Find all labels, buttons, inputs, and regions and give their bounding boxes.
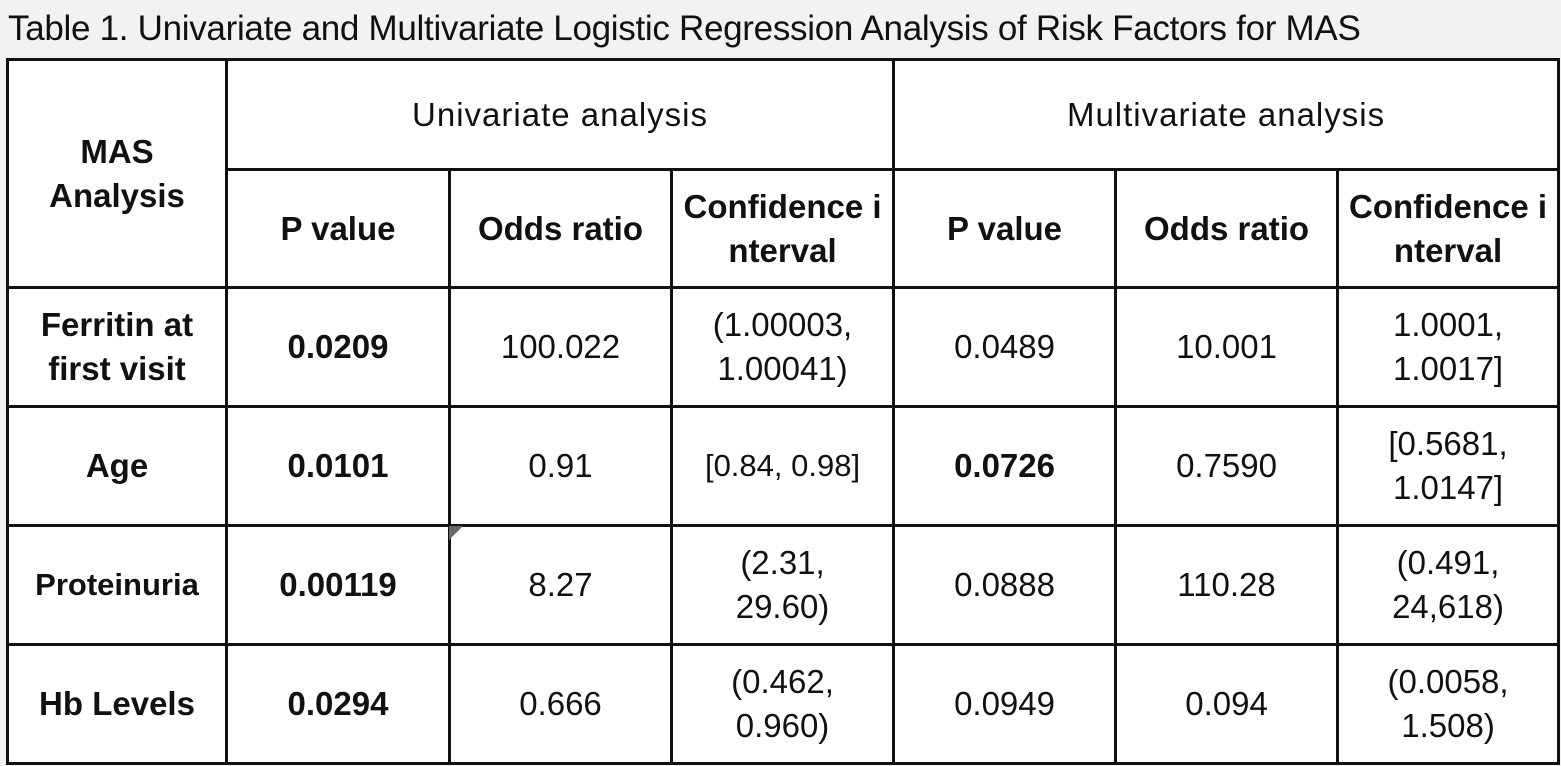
uni-pvalue-cell: 0.00119: [225, 524, 451, 646]
uni-pvalue-cell: 0.0101: [225, 405, 451, 527]
multi-ci-cell: [0.5681, 1.0147]: [1336, 405, 1561, 527]
row-label: Ferritin at first visit: [6, 286, 228, 408]
multi-pvalue-cell: 0.0489: [892, 286, 1118, 408]
multi-oddsratio-cell: 0.094: [1114, 643, 1340, 765]
row-label: Proteinuria: [6, 524, 228, 646]
table-row: Hb Levels 0.0294 0.666 (0.462, 0.960) 0.…: [6, 643, 1561, 765]
table-row: Age 0.0101 0.91 [0.84, 0.98] 0.0726 0.75…: [6, 405, 1561, 527]
uni-pvalue-header: P value: [225, 168, 451, 289]
uni-ci-cell: (2.31, 29.60): [669, 524, 896, 646]
uni-ci-header: Confidence interval: [669, 168, 896, 289]
multi-pvalue-header: P value: [892, 168, 1118, 289]
uni-oddsratio-header: Odds ratio: [448, 168, 673, 289]
uni-pvalue-cell: 0.0209: [225, 286, 451, 408]
header-group-row: MAS Analysis Univariate analysis Multiva…: [6, 58, 1561, 289]
multi-ci-cell: (0.0058, 1.508): [1336, 643, 1561, 765]
multi-ci-cell: (0.491, 24,618): [1336, 524, 1561, 646]
header-sub-row: P value Odds ratio Confidence interval P…: [8, 168, 1561, 289]
uni-oddsratio-cell: 0.91: [448, 405, 673, 527]
uni-ci-cell: (1.00003, 1.00041): [669, 286, 896, 408]
row-label: Age: [6, 405, 228, 527]
multi-oddsratio-cell: 0.7590: [1114, 405, 1340, 527]
uni-oddsratio-cell: 8.27: [448, 524, 673, 646]
multivariate-header: Multivariate analysis: [892, 58, 1561, 171]
univariate-header: Univariate analysis: [224, 58, 896, 171]
table-row: Ferritin at first visit 0.0209 100.022 (…: [6, 286, 1561, 408]
uni-oddsratio-cell: 0.666: [448, 643, 673, 765]
uni-pvalue-cell: 0.0294: [225, 643, 451, 765]
uni-ci-cell: (0.462, 0.960): [669, 643, 896, 765]
multi-pvalue-cell: 0.0949: [892, 643, 1118, 765]
row-label: Hb Levels: [6, 643, 228, 765]
uni-oddsratio-cell: 100.022: [448, 286, 673, 408]
cell-comment-marker: [449, 526, 463, 540]
regression-table: MAS Analysis Univariate analysis Multiva…: [6, 58, 1561, 765]
multi-oddsratio-cell: 10.001: [1114, 286, 1340, 408]
row-label-header: MAS Analysis: [6, 58, 228, 289]
multi-oddsratio-cell: 110.28: [1114, 524, 1340, 646]
table-caption: Table 1. Univariate and Multivariate Log…: [8, 9, 1361, 48]
multi-pvalue-cell: 0.0726: [892, 405, 1118, 527]
multi-oddsratio-header: Odds ratio: [1114, 168, 1340, 289]
uni-ci-cell: [0.84, 0.98]: [669, 405, 896, 527]
table-row: Proteinuria 0.00119 8.27 (2.31, 29.60) 0…: [6, 524, 1561, 646]
multi-pvalue-cell: 0.0888: [892, 524, 1118, 646]
multi-ci-header: Confidence interval: [1336, 168, 1561, 289]
multi-ci-cell: 1.0001, 1.0017]: [1336, 286, 1561, 408]
